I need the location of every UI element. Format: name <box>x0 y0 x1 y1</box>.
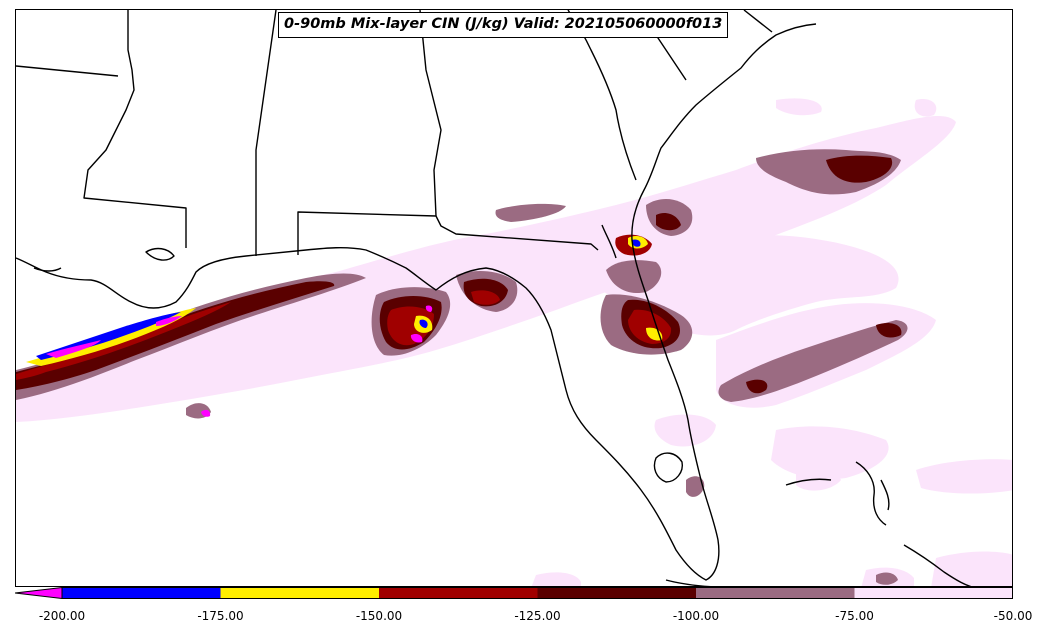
island-andros <box>855 461 887 526</box>
colorbar-outline <box>61 587 1013 599</box>
colorbar-tick-label: -50.00 <box>993 609 1033 623</box>
colorbar-bin-1 <box>220 587 379 599</box>
colorbar-bin-4 <box>696 587 855 599</box>
border-la-ms <box>16 65 119 77</box>
map-title: 0-90mb Mix-layer CIN (J/kg) Valid: 20210… <box>278 12 729 38</box>
colorbar <box>15 587 1013 599</box>
colorbar-tick-label: -175.00 <box>197 609 244 623</box>
coast-detail-2 <box>33 267 62 272</box>
colorbar-bin-5 <box>854 587 1013 599</box>
colorbar-tick-label: -75.00 <box>835 609 874 623</box>
colorbar-extend-triangle <box>15 587 63 599</box>
coastlines-and-borders <box>16 10 972 586</box>
border-al-ga <box>297 211 599 255</box>
colorbar-tick-label: -100.00 <box>672 609 720 623</box>
island-grand-bahama <box>785 478 832 486</box>
river-sc <box>655 34 687 81</box>
island-abaco <box>880 479 890 511</box>
colorbar-tick-label: -200.00 <box>38 609 86 623</box>
coast-detail-1 <box>145 247 175 261</box>
cin-contour-magenta <box>46 305 433 417</box>
border-ga-al-north <box>419 10 442 217</box>
cin-map <box>16 10 1012 586</box>
gulf-coast <box>16 23 817 581</box>
border-ga-sc <box>743 10 773 33</box>
cuba-coast <box>903 544 972 586</box>
border-al-fl <box>255 10 277 256</box>
border-ms-al <box>83 10 187 248</box>
colorbar-bin-3 <box>537 587 696 599</box>
colorbar-tick-label: -125.00 <box>514 609 561 623</box>
colorbar-tick-label: -150.00 <box>355 609 403 623</box>
island-keys <box>665 579 711 586</box>
lake-okeechobee <box>653 452 683 483</box>
colorbar-bin-0 <box>62 587 221 599</box>
map-frame <box>15 9 1013 587</box>
colorbar-bin-2 <box>379 587 538 599</box>
coast-detail-3 <box>601 224 617 259</box>
